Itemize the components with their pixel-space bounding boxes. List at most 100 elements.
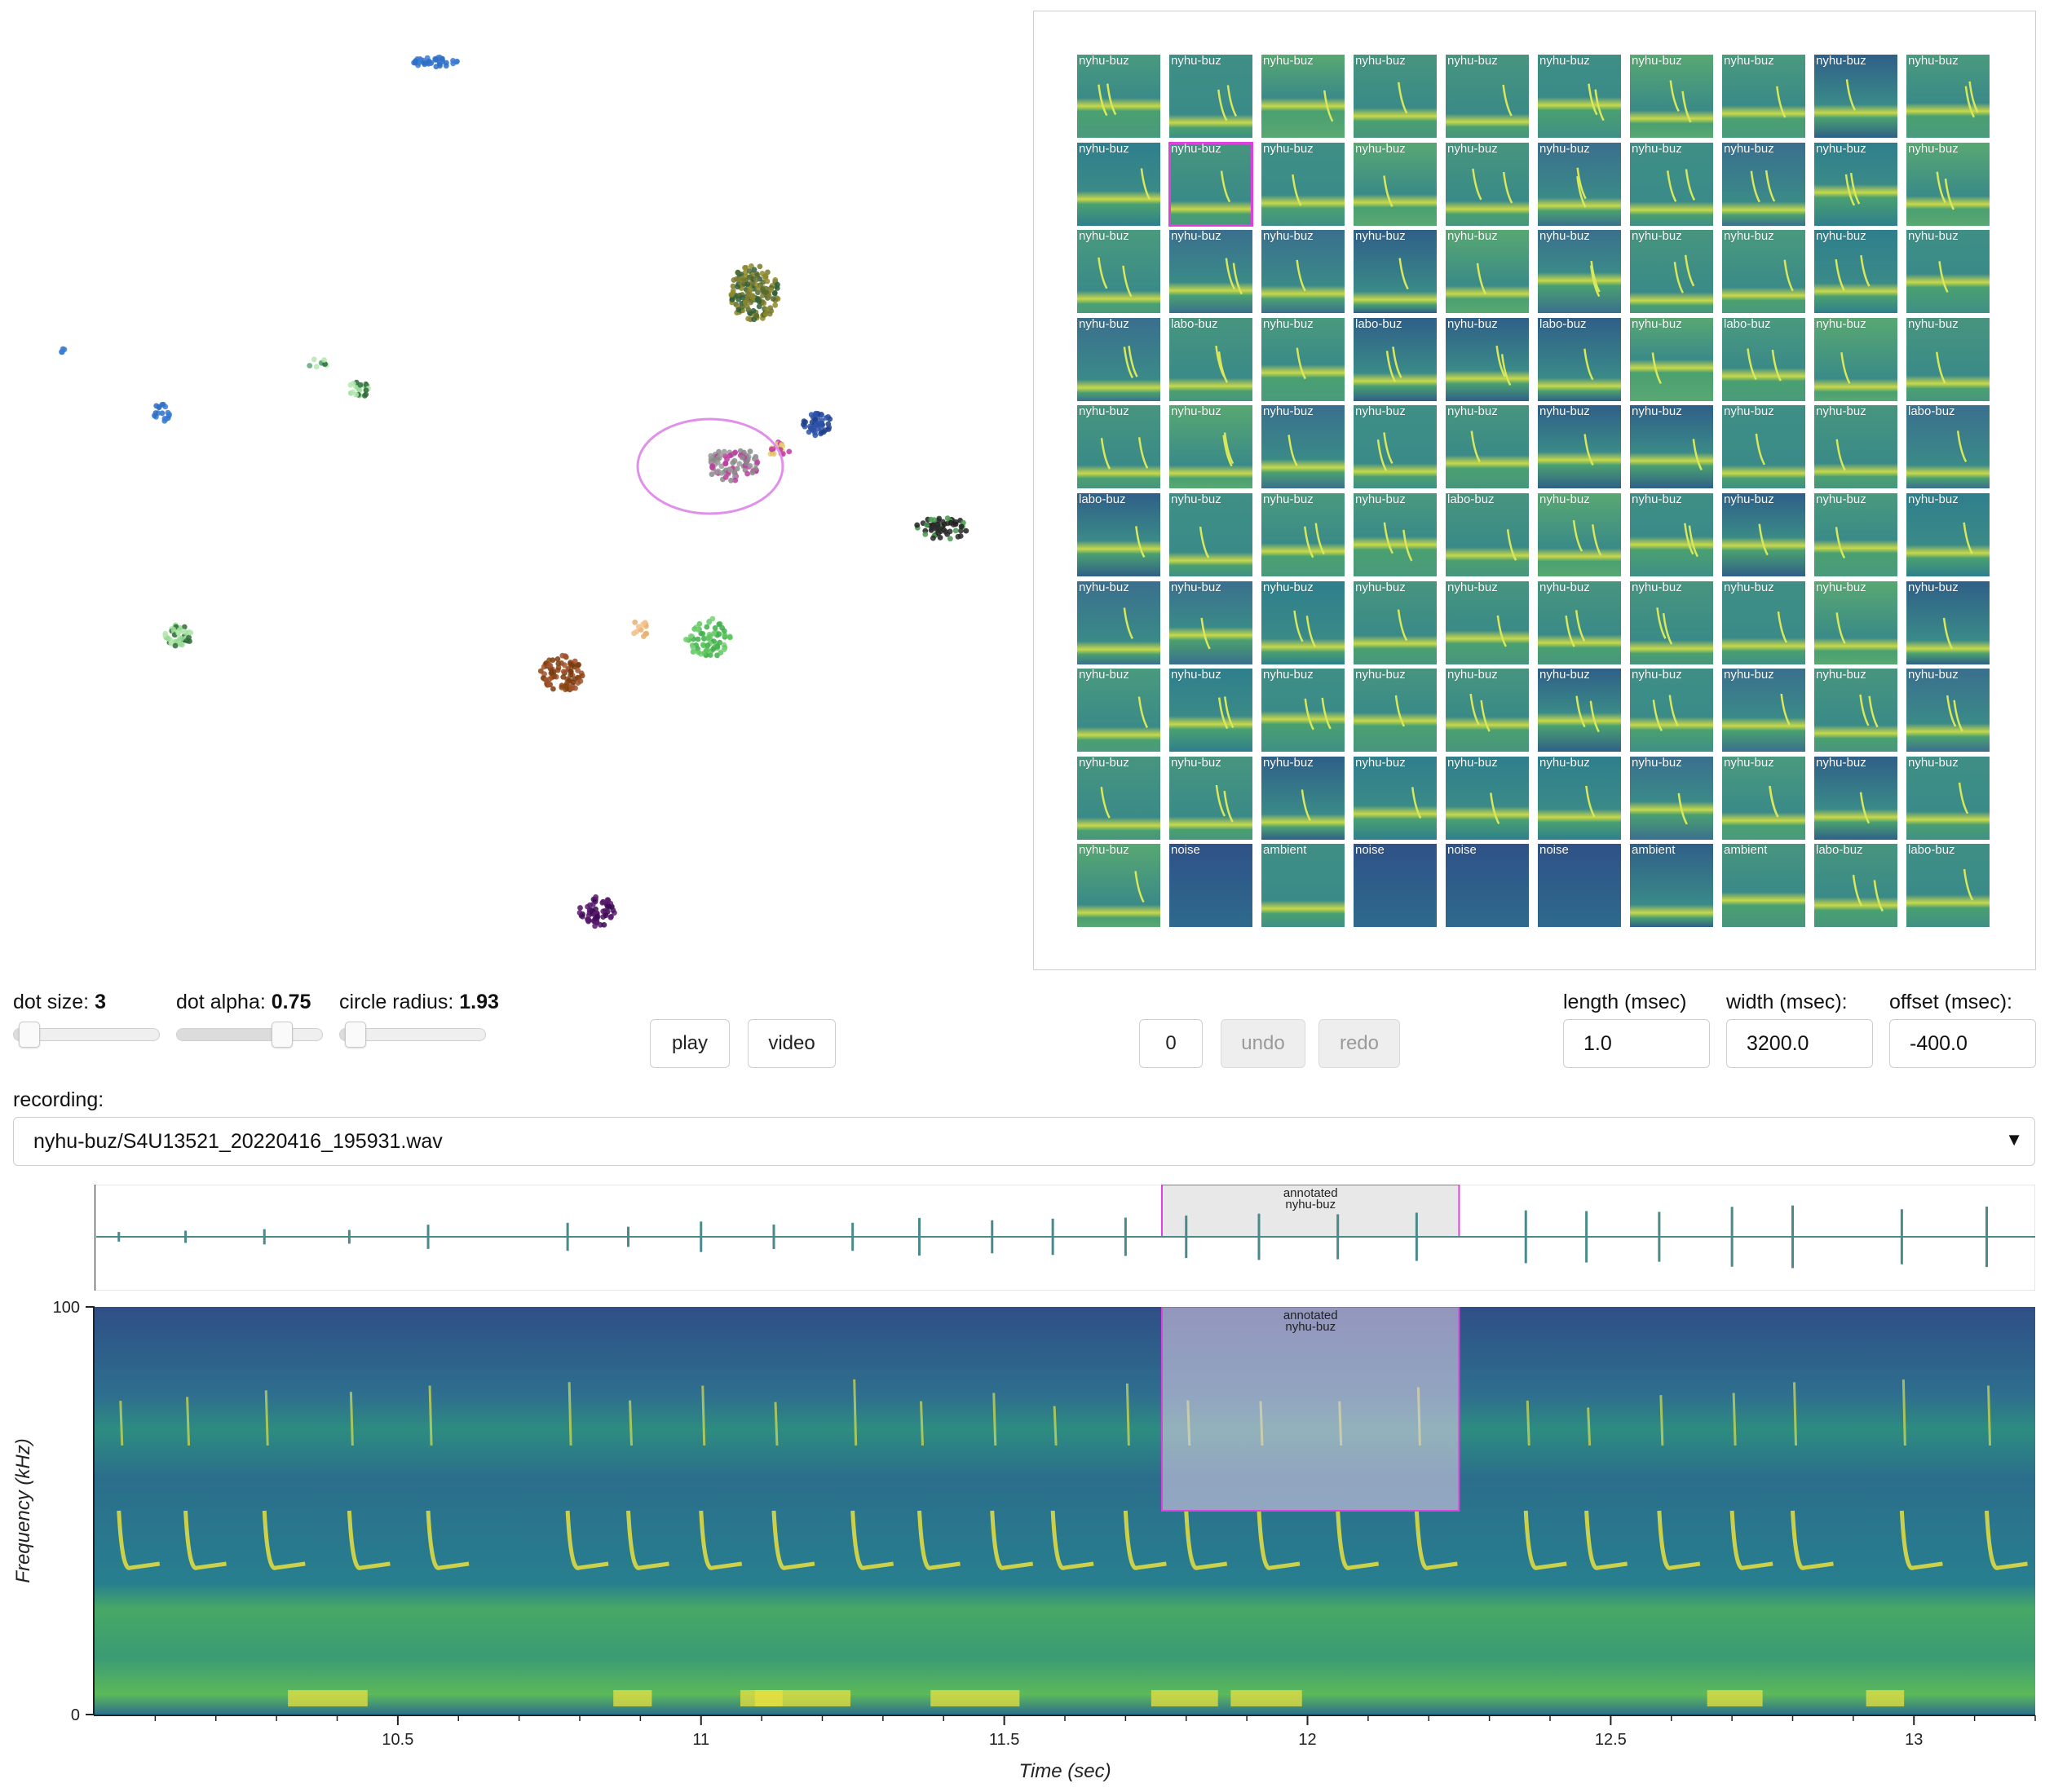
gallery-tile[interactable]: nyhu-buz xyxy=(1814,142,1897,226)
gallery-tile[interactable]: nyhu-buz xyxy=(1538,756,1621,840)
gallery-tile[interactable]: nyhu-buz xyxy=(1261,55,1345,138)
gallery-tile[interactable]: nyhu-buz xyxy=(1077,580,1160,664)
gallery-tile[interactable]: nyhu-buz xyxy=(1354,230,1437,314)
gallery-tile[interactable]: nyhu-buz xyxy=(1814,756,1897,840)
gallery-tile[interactable]: noise xyxy=(1538,844,1621,928)
gallery-tile[interactable]: nyhu-buz xyxy=(1906,230,1990,314)
gallery-tile[interactable]: nyhu-buz xyxy=(1446,142,1529,226)
gallery-tile[interactable]: nyhu-buz xyxy=(1722,55,1805,138)
gallery-tile[interactable]: nyhu-buz xyxy=(1446,756,1529,840)
dot-size-slider[interactable] xyxy=(13,1022,160,1048)
gallery-tile[interactable]: nyhu-buz xyxy=(1261,230,1345,314)
gallery-tile[interactable]: nyhu-buz xyxy=(1722,756,1805,840)
offset-input[interactable]: -400.0 xyxy=(1889,1019,2036,1068)
gallery-tile[interactable]: nyhu-buz xyxy=(1814,55,1897,138)
gallery-tile[interactable]: nyhu-buz xyxy=(1722,580,1805,664)
gallery-tile[interactable]: nyhu-buz xyxy=(1630,493,1713,576)
dot-alpha-slider[interactable] xyxy=(176,1022,323,1048)
gallery-tile[interactable]: nyhu-buz xyxy=(1538,230,1621,314)
gallery-tile[interactable]: nyhu-buz xyxy=(1077,230,1160,314)
gallery-tile[interactable]: nyhu-buz xyxy=(1077,844,1160,928)
gallery-tile[interactable]: nyhu-buz xyxy=(1722,669,1805,753)
gallery-tile[interactable]: nyhu-buz xyxy=(1446,230,1529,314)
gallery-tile[interactable]: nyhu-buz xyxy=(1538,55,1621,138)
gallery-tile[interactable]: nyhu-buz xyxy=(1077,55,1160,138)
gallery-tile[interactable]: nyhu-buz xyxy=(1630,669,1713,753)
gallery-tile[interactable]: nyhu-buz xyxy=(1630,405,1713,489)
gallery-tile[interactable]: nyhu-buz xyxy=(1538,669,1621,753)
selection-circle[interactable] xyxy=(636,417,784,515)
gallery-tile[interactable]: nyhu-buz xyxy=(1169,756,1252,840)
gallery-tile[interactable]: nyhu-buz xyxy=(1446,317,1529,401)
play-button[interactable]: play xyxy=(650,1019,730,1068)
gallery-tile[interactable]: nyhu-buz xyxy=(1354,756,1437,840)
gallery-tile[interactable]: nyhu-buz xyxy=(1354,142,1437,226)
gallery-tile[interactable]: nyhu-buz xyxy=(1538,580,1621,664)
gallery-tile[interactable]: nyhu-buz xyxy=(1722,142,1805,226)
gallery-tile[interactable]: nyhu-buz xyxy=(1446,669,1529,753)
gallery-tile[interactable]: nyhu-buz xyxy=(1077,756,1160,840)
gallery-tile[interactable]: nyhu-buz xyxy=(1168,141,1253,227)
gallery-tile[interactable]: nyhu-buz xyxy=(1538,142,1621,226)
gallery-tile[interactable]: nyhu-buz xyxy=(1906,142,1990,226)
gallery-tile[interactable]: nyhu-buz xyxy=(1261,142,1345,226)
gallery-tile[interactable]: nyhu-buz xyxy=(1261,317,1345,401)
gallery-tile[interactable]: nyhu-buz xyxy=(1630,756,1713,840)
gallery-tile[interactable]: labo-buz xyxy=(1906,405,1990,489)
embedding-scatter-plot[interactable] xyxy=(0,0,1019,970)
gallery-tile[interactable]: nyhu-buz xyxy=(1814,669,1897,753)
recording-select[interactable]: nyhu-buz/S4U13521_20220416_195931.wav ▼ xyxy=(13,1117,2035,1166)
gallery-tile[interactable]: nyhu-buz xyxy=(1169,669,1252,753)
gallery-tile[interactable]: noise xyxy=(1169,844,1252,928)
gallery-tile[interactable]: nyhu-buz xyxy=(1630,230,1713,314)
gallery-tile[interactable]: nyhu-buz xyxy=(1077,669,1160,753)
gallery-tile[interactable]: nyhu-buz xyxy=(1169,405,1252,489)
gallery-tile[interactable]: nyhu-buz xyxy=(1538,405,1621,489)
gallery-tile[interactable]: nyhu-buz xyxy=(1169,230,1252,314)
gallery-tile[interactable]: labo-buz xyxy=(1538,317,1621,401)
gallery-tile[interactable]: nyhu-buz xyxy=(1630,142,1713,226)
gallery-tile[interactable]: nyhu-buz xyxy=(1906,756,1990,840)
gallery-tile[interactable]: nyhu-buz xyxy=(1722,405,1805,489)
gallery-tile[interactable]: nyhu-buz xyxy=(1814,493,1897,576)
gallery-tile[interactable]: nyhu-buz xyxy=(1906,55,1990,138)
gallery-tile[interactable]: nyhu-buz xyxy=(1906,493,1990,576)
gallery-tile[interactable]: nyhu-buz xyxy=(1906,317,1990,401)
gallery-tile[interactable]: nyhu-buz xyxy=(1077,317,1160,401)
undo-button[interactable]: undo xyxy=(1221,1019,1305,1068)
width-input[interactable]: 3200.0 xyxy=(1726,1019,1873,1068)
gallery-tile[interactable]: nyhu-buz xyxy=(1630,317,1713,401)
gallery-tile[interactable]: nyhu-buz xyxy=(1446,55,1529,138)
gallery-tile[interactable]: nyhu-buz xyxy=(1354,405,1437,489)
gallery-tile[interactable]: nyhu-buz xyxy=(1722,493,1805,576)
counter-field[interactable]: 0 xyxy=(1139,1019,1203,1068)
gallery-tile[interactable]: nyhu-buz xyxy=(1077,405,1160,489)
waveform-plot[interactable]: annotated nyhu-buz xyxy=(95,1185,2035,1291)
gallery-tile[interactable]: nyhu-buz xyxy=(1261,669,1345,753)
gallery-tile[interactable]: nyhu-buz xyxy=(1169,55,1252,138)
gallery-tile[interactable]: nyhu-buz xyxy=(1261,405,1345,489)
spectrogram-plot[interactable]: annotated nyhu-buz xyxy=(95,1307,2035,1715)
gallery-tile[interactable]: nyhu-buz xyxy=(1169,580,1252,664)
gallery-tile[interactable]: nyhu-buz xyxy=(1261,493,1345,576)
gallery-tile[interactable]: noise xyxy=(1446,844,1529,928)
redo-button[interactable]: redo xyxy=(1318,1019,1400,1068)
gallery-tile[interactable]: nyhu-buz xyxy=(1906,669,1990,753)
circle-radius-slider[interactable] xyxy=(339,1022,486,1048)
gallery-tile[interactable]: nyhu-buz xyxy=(1722,230,1805,314)
gallery-tile[interactable]: labo-buz xyxy=(1906,844,1990,928)
gallery-tile[interactable]: nyhu-buz xyxy=(1261,580,1345,664)
gallery-tile[interactable]: nyhu-buz xyxy=(1630,55,1713,138)
gallery-tile[interactable]: ambient xyxy=(1630,844,1713,928)
gallery-tile[interactable]: nyhu-buz xyxy=(1906,580,1990,664)
gallery-tile[interactable]: labo-buz xyxy=(1814,844,1897,928)
gallery-tile[interactable]: nyhu-buz xyxy=(1814,230,1897,314)
gallery-tile[interactable]: nyhu-buz xyxy=(1446,405,1529,489)
gallery-tile[interactable]: nyhu-buz xyxy=(1354,580,1437,664)
gallery-tile[interactable]: nyhu-buz xyxy=(1814,405,1897,489)
gallery-tile[interactable]: nyhu-buz xyxy=(1446,580,1529,664)
gallery-tile[interactable]: nyhu-buz xyxy=(1354,493,1437,576)
gallery-tile[interactable]: nyhu-buz xyxy=(1169,493,1252,576)
gallery-tile[interactable]: nyhu-buz xyxy=(1630,580,1713,664)
length-input[interactable]: 1.0 xyxy=(1563,1019,1710,1068)
